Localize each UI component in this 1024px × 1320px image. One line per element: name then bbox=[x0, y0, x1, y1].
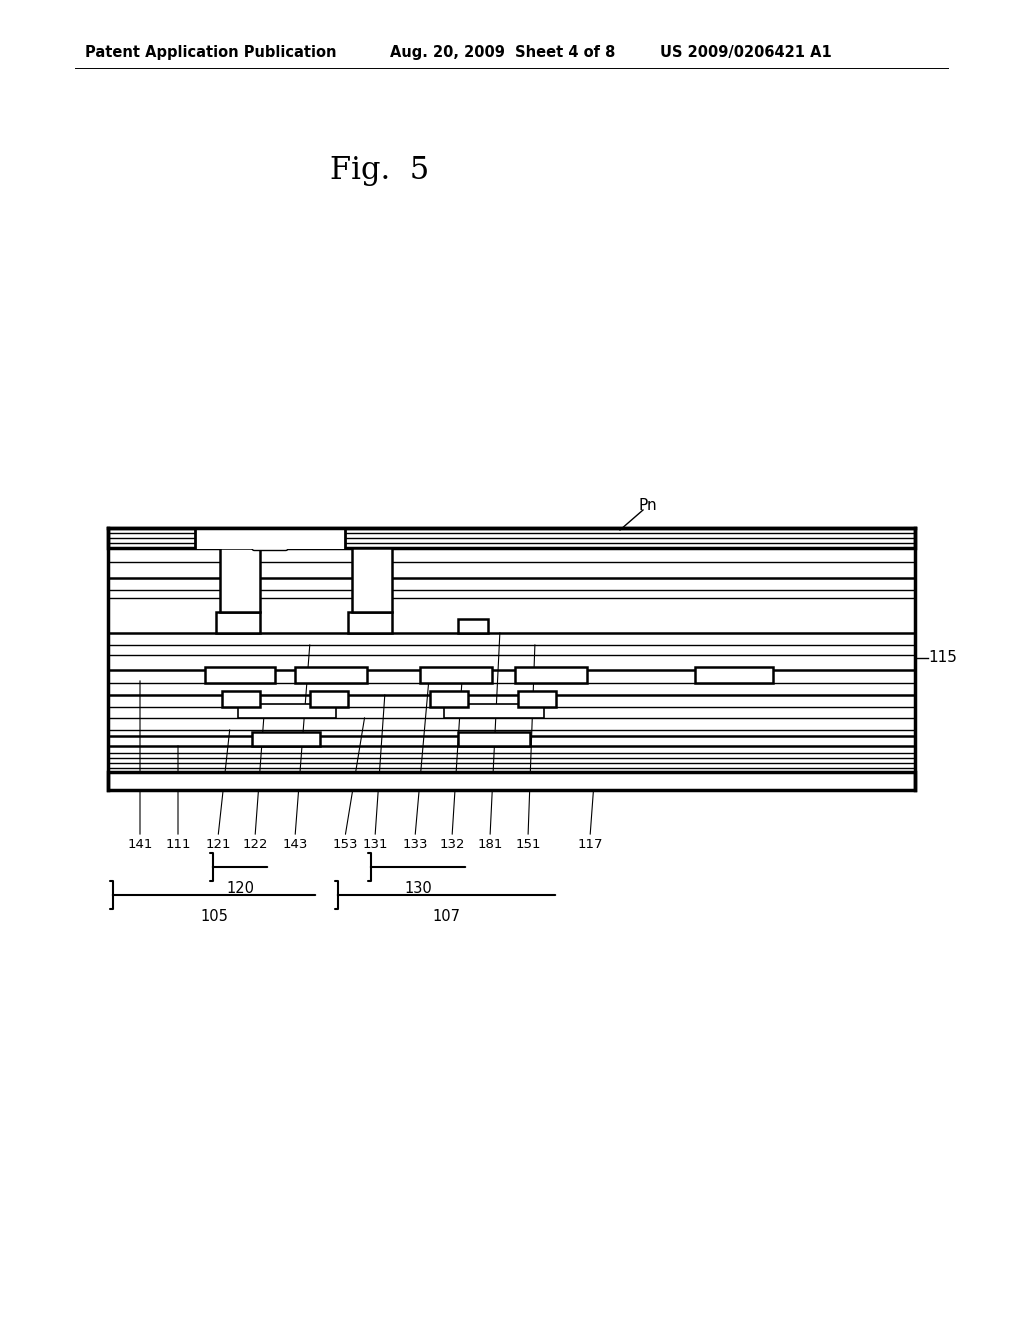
Bar bbox=[295, 667, 367, 682]
Text: 141: 141 bbox=[127, 838, 153, 851]
Text: 151: 151 bbox=[515, 838, 541, 851]
Bar bbox=[352, 548, 392, 612]
Bar bbox=[216, 612, 260, 634]
Bar bbox=[195, 527, 345, 549]
Bar bbox=[238, 704, 336, 718]
Text: 143: 143 bbox=[283, 838, 307, 851]
Bar bbox=[515, 667, 587, 682]
Text: Pn: Pn bbox=[638, 499, 656, 513]
Text: US 2009/0206421 A1: US 2009/0206421 A1 bbox=[660, 45, 831, 59]
Bar bbox=[348, 612, 392, 634]
Bar bbox=[695, 667, 773, 682]
Bar bbox=[220, 548, 260, 612]
Text: 120: 120 bbox=[226, 880, 254, 896]
Text: 122: 122 bbox=[243, 838, 267, 851]
Bar bbox=[205, 667, 275, 682]
Text: 130: 130 bbox=[404, 880, 432, 896]
Text: 181: 181 bbox=[477, 838, 503, 851]
Bar bbox=[458, 733, 530, 746]
Bar bbox=[252, 733, 319, 746]
Text: Light: Light bbox=[254, 535, 286, 548]
Text: Fig.  5: Fig. 5 bbox=[330, 154, 429, 186]
Text: 105: 105 bbox=[200, 909, 228, 924]
Text: 131: 131 bbox=[362, 838, 388, 851]
Text: 121: 121 bbox=[205, 838, 230, 851]
Text: 132: 132 bbox=[439, 838, 465, 851]
Bar bbox=[108, 528, 915, 548]
Bar bbox=[430, 690, 468, 708]
Text: 107: 107 bbox=[432, 909, 461, 924]
Bar bbox=[310, 690, 348, 708]
Text: 111: 111 bbox=[165, 838, 190, 851]
Text: 117: 117 bbox=[578, 838, 603, 851]
Text: Aug. 20, 2009  Sheet 4 of 8: Aug. 20, 2009 Sheet 4 of 8 bbox=[390, 45, 615, 59]
Bar bbox=[518, 690, 556, 708]
Text: 153: 153 bbox=[332, 838, 357, 851]
Bar bbox=[420, 667, 492, 682]
Bar bbox=[458, 619, 488, 634]
Text: 133: 133 bbox=[402, 838, 428, 851]
Text: 115: 115 bbox=[928, 651, 956, 665]
Text: Patent Application Publication: Patent Application Publication bbox=[85, 45, 337, 59]
Bar bbox=[222, 690, 260, 708]
Bar bbox=[444, 704, 544, 718]
Bar bbox=[108, 772, 915, 789]
